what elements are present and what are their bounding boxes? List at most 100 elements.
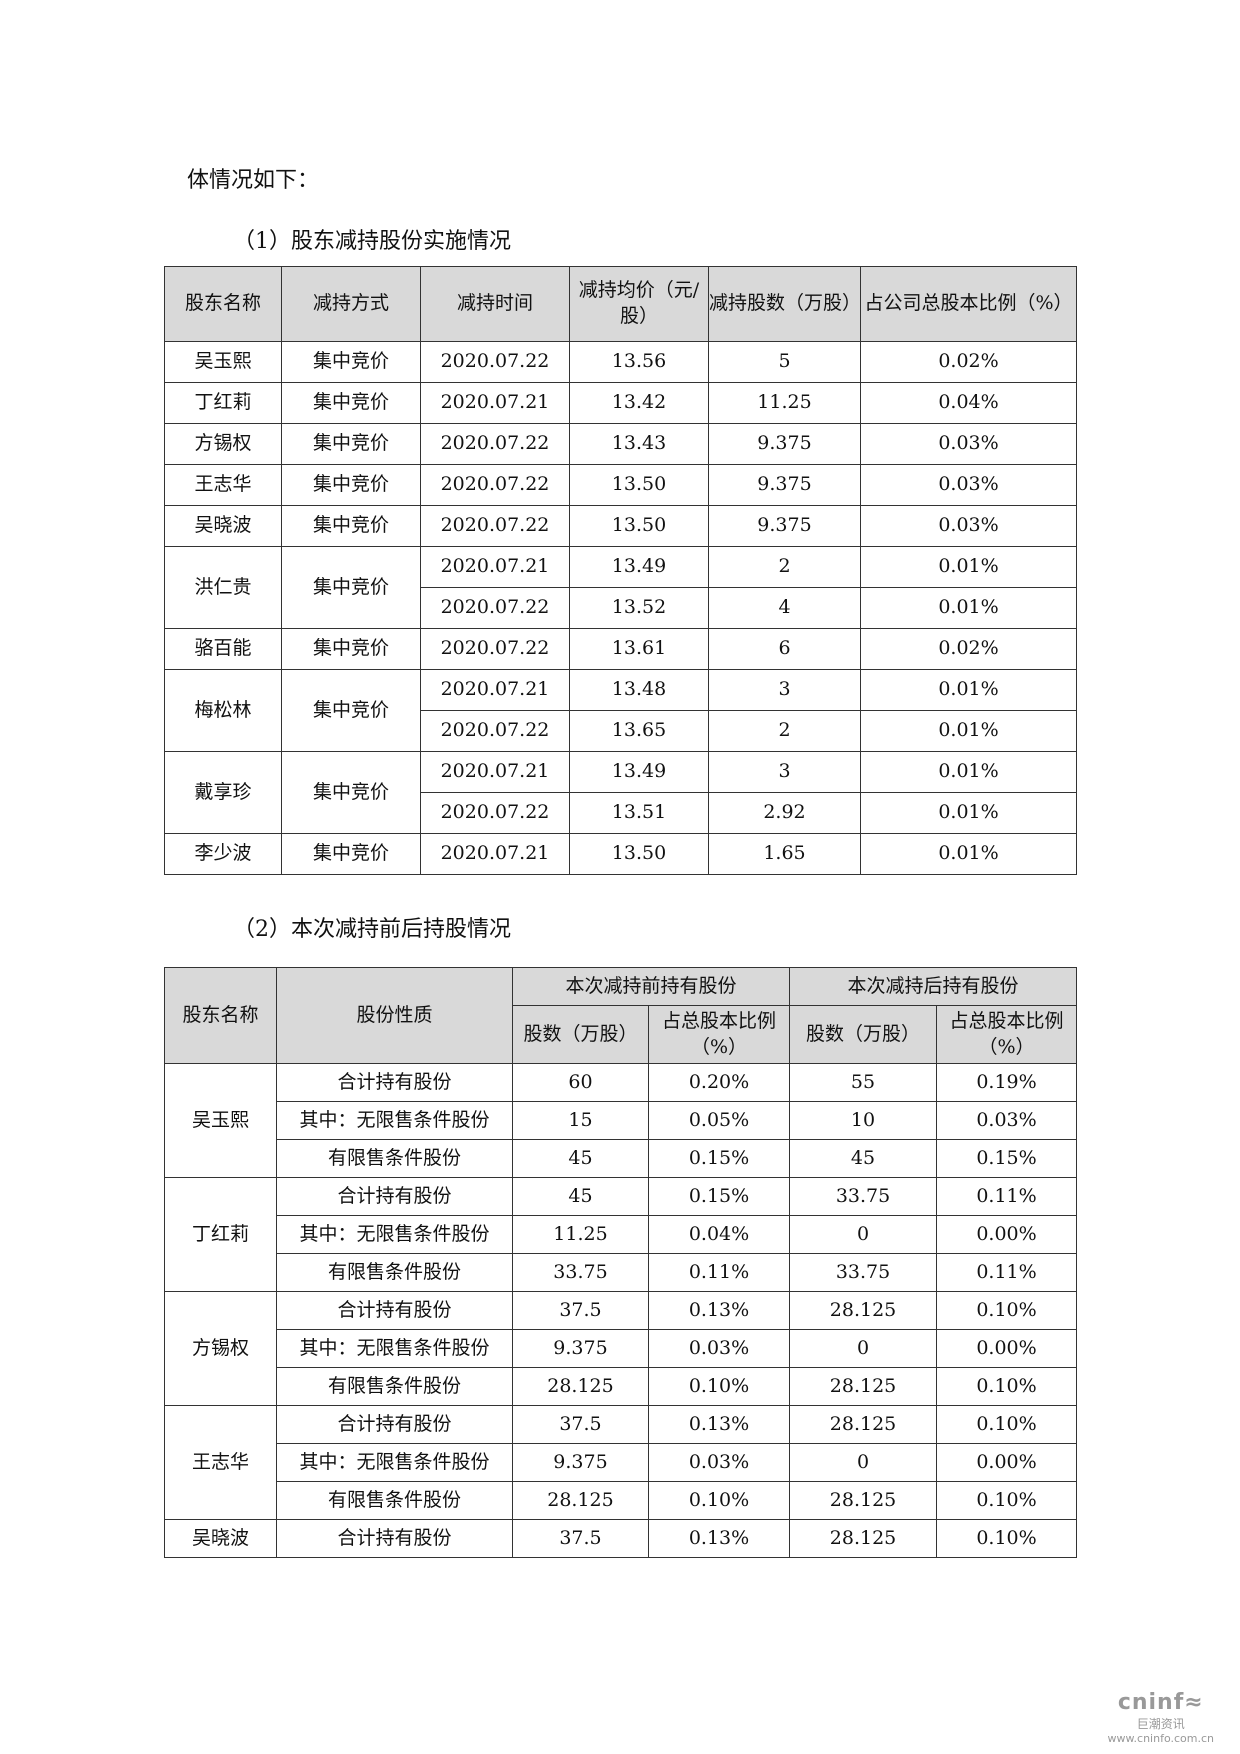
before-ratio-cell: 0.20% xyxy=(647,1063,791,1102)
before-ratio-cell: 0.10% xyxy=(647,1481,791,1520)
table-row: 其中：无限售条件股份 11.25 0.04% 0 0.00% xyxy=(165,1215,1078,1254)
share-type-cell: 有限售条件股份 xyxy=(276,1253,513,1292)
shareholder-name: 骆百能 xyxy=(164,628,282,670)
after-shares-cell: 10 xyxy=(789,1101,938,1140)
date-cell: 2020.07.21 xyxy=(420,833,570,875)
table-row: 李少波 集中竞价 2020.07.21 13.50 1.65 0.01% xyxy=(164,833,1077,875)
shares-cell: 2 xyxy=(708,710,861,752)
before-shares-cell: 60 xyxy=(512,1063,649,1102)
after-ratio-cell: 0.00% xyxy=(936,1329,1078,1368)
date-cell: 2020.07.22 xyxy=(420,792,570,834)
price-cell: 13.42 xyxy=(569,382,709,424)
before-ratio-cell: 0.13% xyxy=(647,1519,791,1558)
after-shares-cell: 33.75 xyxy=(789,1253,938,1292)
shares-cell: 2 xyxy=(708,546,861,588)
share-type-cell: 合计持有股份 xyxy=(276,1063,513,1102)
before-shares-cell: 9.375 xyxy=(512,1329,649,1368)
share-type-cell: 有限售条件股份 xyxy=(276,1367,513,1406)
share-type-cell: 合计持有股份 xyxy=(276,1291,513,1330)
after-ratio-cell: 0.10% xyxy=(936,1367,1078,1406)
before-shares-cell: 9.375 xyxy=(512,1443,649,1482)
ratio-cell: 0.01% xyxy=(860,751,1077,793)
table-row: 洪仁贵 集中竞价 2020.07.21 13.49 2 0.01% xyxy=(164,546,1077,629)
price-cell: 13.50 xyxy=(569,833,709,875)
table-row: 吴玉熙 合计持有股份 60 0.20% 55 0.19% xyxy=(164,1063,1078,1178)
before-ratio-cell: 0.05% xyxy=(647,1101,791,1140)
ratio-cell: 0.02% xyxy=(860,341,1077,383)
shares-cell: 1.65 xyxy=(708,833,861,875)
price-cell: 13.48 xyxy=(569,669,709,711)
column-header: 减持均价（元/股） xyxy=(569,266,709,342)
table-row: 其中：无限售条件股份 9.375 0.03% 0 0.00% xyxy=(165,1329,1078,1368)
column-header: 减持方式 xyxy=(281,266,421,342)
reduction-method: 集中竞价 xyxy=(281,382,421,424)
share-type-cell: 合计持有股份 xyxy=(276,1519,513,1558)
date-cell: 2020.07.22 xyxy=(420,710,570,752)
header-before: 本次减持前持有股份 xyxy=(511,967,791,1006)
before-ratio-cell: 0.13% xyxy=(647,1291,791,1330)
price-cell: 13.50 xyxy=(569,505,709,547)
shareholder-name: 方锡权 xyxy=(164,423,282,465)
reduction-method: 集中竞价 xyxy=(281,751,421,834)
before-ratio-cell: 0.10% xyxy=(647,1367,791,1406)
header-after: 本次减持后持有股份 xyxy=(789,967,1078,1006)
table-row: 2020.07.22 13.65 2 0.01% xyxy=(165,710,1077,752)
table-row: 丁红莉 合计持有股份 45 0.15% 33.75 0.11% xyxy=(164,1177,1078,1292)
shares-cell: 11.25 xyxy=(708,382,861,424)
after-ratio-cell: 0.00% xyxy=(936,1443,1078,1482)
price-cell: 13.61 xyxy=(569,628,709,670)
shares-cell: 3 xyxy=(708,669,861,711)
table-row: 2020.07.22 13.52 4 0.01% xyxy=(165,587,1077,629)
date-cell: 2020.07.22 xyxy=(420,423,570,465)
reduction-method: 集中竞价 xyxy=(281,505,421,547)
header-after-ratio: 占总股本比例（%） xyxy=(936,1005,1078,1064)
price-cell: 13.50 xyxy=(569,464,709,506)
shares-cell: 4 xyxy=(708,587,861,629)
price-cell: 13.52 xyxy=(569,587,709,629)
before-ratio-cell: 0.15% xyxy=(647,1139,791,1178)
ratio-cell: 0.01% xyxy=(860,546,1077,588)
header-type: 股份性质 xyxy=(276,967,513,1064)
price-cell: 13.56 xyxy=(569,341,709,383)
section1-title: （1）股东减持股份实施情况 xyxy=(233,229,511,254)
before-ratio-cell: 0.03% xyxy=(647,1329,791,1368)
after-ratio-cell: 0.10% xyxy=(936,1519,1078,1558)
after-shares-cell: 28.125 xyxy=(789,1519,938,1558)
header-before-shares: 股数（万股） xyxy=(512,1005,649,1064)
table-row: 吴晓波 合计持有股份 37.5 0.13% 28.125 0.10% xyxy=(164,1519,1078,1558)
reduction-method: 集中竞价 xyxy=(281,628,421,670)
ratio-cell: 0.01% xyxy=(860,587,1077,629)
share-type-cell: 其中：无限售条件股份 xyxy=(276,1215,513,1254)
table-row: 2020.07.22 13.51 2.92 0.01% xyxy=(165,792,1077,834)
after-ratio-cell: 0.11% xyxy=(936,1177,1078,1216)
reduction-method: 集中竞价 xyxy=(281,546,421,629)
before-shares-cell: 37.5 xyxy=(512,1519,649,1558)
cninfo-watermark-logo: cninf≈ 巨潮资讯 www.cninfo.com.cn xyxy=(1107,1690,1214,1745)
shareholder-name: 戴享珍 xyxy=(164,751,282,834)
table-row: 方锡权 集中竞价 2020.07.22 13.43 9.375 0.03% xyxy=(164,423,1077,465)
shares-cell: 9.375 xyxy=(708,505,861,547)
shares-cell: 2.92 xyxy=(708,792,861,834)
shareholder-name: 王志华 xyxy=(164,1405,277,1520)
shareholder-name: 吴晓波 xyxy=(164,1519,277,1558)
header-name: 股东名称 xyxy=(164,967,277,1064)
shares-cell: 3 xyxy=(708,751,861,793)
table-row: 戴享珍 集中竞价 2020.07.21 13.49 3 0.01% xyxy=(164,751,1077,834)
price-cell: 13.43 xyxy=(569,423,709,465)
after-shares-cell: 0 xyxy=(789,1215,938,1254)
ratio-cell: 0.01% xyxy=(860,710,1077,752)
price-cell: 13.51 xyxy=(569,792,709,834)
share-type-cell: 其中：无限售条件股份 xyxy=(276,1443,513,1482)
ratio-cell: 0.03% xyxy=(860,423,1077,465)
shares-cell: 5 xyxy=(708,341,861,383)
reduction-method: 集中竞价 xyxy=(281,464,421,506)
after-shares-cell: 0 xyxy=(789,1443,938,1482)
before-shares-cell: 11.25 xyxy=(512,1215,649,1254)
table-row: 骆百能 集中竞价 2020.07.22 13.61 6 0.02% xyxy=(164,628,1077,670)
share-type-cell: 其中：无限售条件股份 xyxy=(276,1101,513,1140)
before-shares-cell: 45 xyxy=(512,1139,649,1178)
ratio-cell: 0.01% xyxy=(860,669,1077,711)
reduction-method: 集中竞价 xyxy=(281,341,421,383)
after-shares-cell: 33.75 xyxy=(789,1177,938,1216)
date-cell: 2020.07.22 xyxy=(420,464,570,506)
